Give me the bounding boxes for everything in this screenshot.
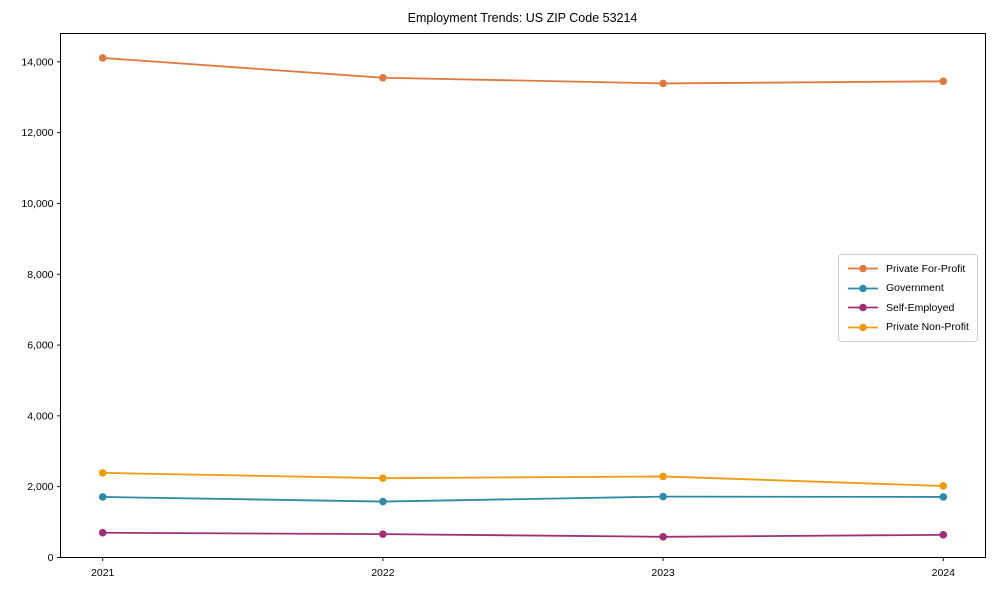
legend-marker-icon: [848, 303, 878, 312]
data-point-private-for-profit-2022: [379, 73, 387, 82]
data-point-private-non-profit-2024: [939, 482, 948, 490]
chart-legend: Private For-Profit Government Self-Emplo…: [838, 254, 978, 342]
series-line-private-non-profit: [101, 471, 945, 487]
legend-label: Government: [886, 282, 944, 295]
x-axis-tick-label: 2021: [91, 567, 115, 579]
series-line-self-employed: [101, 531, 945, 538]
y-axis-tick-label: 10,000: [21, 198, 53, 210]
x-axis-tick-label: 2022: [371, 567, 395, 579]
x-axis-tick-label: 2024: [932, 567, 956, 579]
chart-title: Employment Trends: US ZIP Code 53214: [407, 11, 638, 25]
y-axis-tick-label: 6,000: [27, 340, 53, 352]
legend-marker-icon: [848, 284, 878, 293]
data-point-private-non-profit-2022: [379, 474, 387, 482]
y-axis-tick-label: 8,000: [27, 269, 53, 281]
data-point-government-2024: [939, 493, 948, 501]
data-point-private-non-profit-2021: [98, 469, 107, 477]
data-point-government-2023: [659, 492, 667, 501]
data-point-self-employed-2021: [98, 528, 107, 537]
y-axis-tick-label: 12,000: [21, 127, 53, 139]
data-point-private-non-profit-2023: [659, 472, 667, 481]
y-axis-tick-label: 4,000: [27, 410, 53, 422]
plot-border: [60, 33, 986, 558]
data-point-private-for-profit-2023: [659, 79, 667, 88]
y-axis-tick-label: 2,000: [27, 481, 53, 493]
data-point-private-for-profit-2024: [939, 77, 948, 86]
legend-item: Private For-Profit: [847, 259, 969, 279]
data-point-self-employed-2024: [939, 531, 948, 539]
data-point-private-for-profit-2021: [98, 54, 107, 62]
legend-marker-icon: [848, 264, 878, 273]
y-axis-tick-label: 14,000: [21, 56, 53, 68]
legend-item: Government: [847, 279, 969, 299]
data-point-government-2021: [98, 493, 107, 501]
legend-label: Private Non-Profit: [886, 321, 969, 334]
data-point-self-employed-2022: [379, 530, 387, 538]
y-axis-tick-label: 0: [48, 552, 54, 564]
legend-label: Self-Employed: [886, 301, 955, 314]
legend-item: Private Non-Profit: [847, 318, 969, 338]
data-point-self-employed-2023: [659, 532, 667, 541]
legend-label: Private For-Profit: [886, 262, 966, 275]
legend-marker-icon: [848, 323, 878, 332]
x-axis-tick-label: 2023: [651, 567, 675, 579]
data-point-government-2022: [379, 497, 387, 506]
series-line-government: [101, 495, 945, 503]
legend-item: Self-Employed: [847, 298, 969, 318]
series-line-private-for-profit: [101, 57, 945, 85]
